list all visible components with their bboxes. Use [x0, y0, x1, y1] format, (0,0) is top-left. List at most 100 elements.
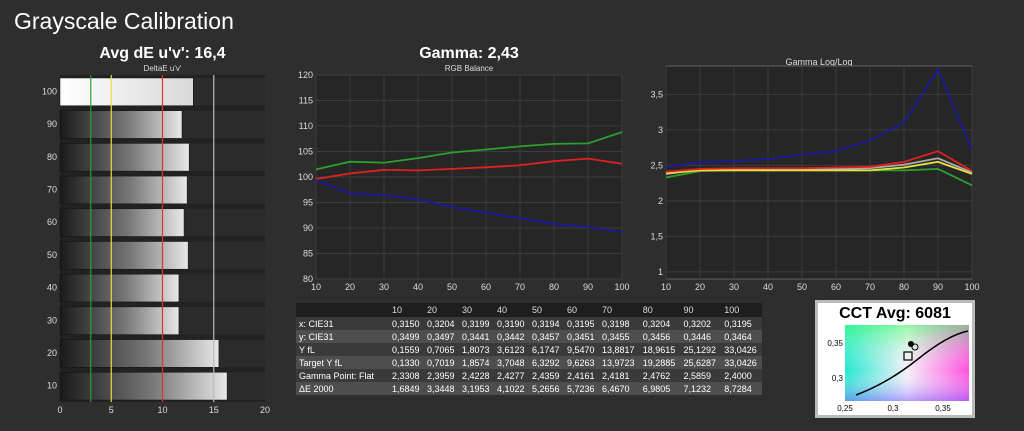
measurement-table: 10 20 30 40 50 60 70 80 90 100 x: CIE31 0,3150 0,32…: [296, 303, 762, 395]
table-header-cell: 70: [599, 303, 640, 317]
table-cell: 7,1232: [680, 382, 722, 395]
y-tick-label: 110: [299, 121, 313, 131]
table-cell: 0,3497: [424, 330, 459, 343]
table-header-cell: 60: [564, 303, 599, 317]
bar: [59, 372, 228, 401]
x-tick-label: 90: [583, 282, 593, 292]
table-cell: 0,1330: [389, 356, 424, 369]
bar: [59, 339, 220, 368]
table-cell: 0,3150: [389, 317, 424, 330]
cie-gradient-overlay: [845, 325, 969, 401]
table-cell: 2,5859: [680, 369, 722, 382]
table-cell: 2,4762: [639, 369, 681, 382]
table-cell: 0,3190: [494, 317, 529, 330]
bar: [59, 208, 185, 237]
table-cell: 4,1022: [494, 382, 529, 395]
x-tick-label: 20: [345, 282, 355, 292]
table-row: ΔE 2000 1,6849 3,3448 3,1953 4,1022 5,2656 5,7…: [296, 382, 762, 395]
table-cell: 0,3464: [721, 330, 762, 343]
table-cell: 13,8817: [599, 343, 640, 356]
table-cell: y: CIE31: [296, 330, 389, 343]
series-line: [665, 160, 973, 175]
table-cell: 5,2656: [529, 382, 564, 395]
y-tick-label: 90: [47, 119, 57, 129]
table-header-cell: [296, 303, 389, 317]
table-cell: 1,8574: [459, 356, 494, 369]
series-line: [665, 150, 973, 173]
table-header-row: 10 20 30 40 50 60 70 80 90 100: [296, 303, 762, 317]
cie-x-tick: 0,35: [935, 404, 951, 413]
table-cell: 2,4181: [599, 369, 640, 382]
x-tick-label: 100: [614, 282, 629, 292]
y-tick-label: 120: [298, 70, 313, 80]
table-cell: 2,4000: [721, 369, 762, 382]
table-cell: 0,3441: [459, 330, 494, 343]
x-tick-label: 60: [481, 282, 491, 292]
table-cell: 8,7284: [721, 382, 762, 395]
table-cell: 1,6849: [389, 382, 424, 395]
y-tick-label: 20: [47, 348, 57, 358]
table-cell: 33,0426: [721, 356, 762, 369]
series-line: [665, 67, 973, 168]
table-cell: Gamma Point: Flat: [296, 369, 389, 382]
table-cell: 9,6263: [564, 356, 599, 369]
table-header-cell: 40: [494, 303, 529, 317]
table-cell: 2,4359: [529, 369, 564, 382]
y-tick-label: 30: [47, 315, 57, 325]
table-row: y: CIE31 0,3499 0,3497 0,3441 0,3442 0,3457 0,…: [296, 330, 762, 343]
table-cell: 0,3456: [639, 330, 681, 343]
table-cell: 2,4161: [564, 369, 599, 382]
y-tick-label: 85: [303, 249, 313, 259]
gamma-loglog-plot-area: [665, 65, 973, 280]
table-header-cell: 90: [680, 303, 722, 317]
y-tick-label: 80: [47, 152, 57, 162]
table-cell: 1,8073: [459, 343, 494, 356]
table-cell: 0,3195: [564, 317, 599, 330]
bar: [59, 110, 183, 139]
y-tick-label: 1: [658, 267, 663, 277]
cct-title: CCT Avg: 6081: [839, 305, 951, 322]
table-cell: 0,3451: [564, 330, 599, 343]
y-tick-label: 40: [47, 283, 57, 293]
y-tick-label: 1,5: [650, 231, 663, 241]
y-tick-label: 100: [42, 86, 57, 96]
table-row: Gamma Point: Flat 2,3308 2,3959 2,4228 2,427…: [296, 369, 762, 382]
planckian-locus: [855, 330, 969, 396]
bar: [59, 273, 180, 303]
y-tick-label: 2,5: [650, 160, 663, 170]
table-cell: 6,1747: [529, 343, 564, 356]
table-cell: 0,3442: [494, 330, 529, 343]
x-tick-label: 40: [413, 282, 423, 292]
x-tick-label: 90: [933, 282, 943, 292]
y-tick-label: 3,5: [650, 89, 663, 99]
cie-y-tick: 0,35: [827, 339, 843, 348]
table-cell: 33,0426: [721, 343, 762, 356]
y-tick-label: 2: [658, 196, 663, 206]
x-tick-label: 10: [157, 405, 167, 415]
table-cell: 0,7065: [424, 343, 459, 356]
x-tick-label: 10: [661, 282, 671, 292]
bar: [59, 306, 180, 335]
table-cell: 25,1292: [680, 343, 722, 356]
table-cell: 3,7048: [494, 356, 529, 369]
y-tick-label: 95: [303, 198, 313, 208]
y-tick-label: 105: [298, 147, 313, 157]
y-tick-label: 115: [299, 96, 313, 106]
table-row: Target Y fL 0,1330 0,7019 1,8574 3,7048 6,329…: [296, 356, 762, 369]
table-cell: 9,5470: [564, 343, 599, 356]
table-cell: Target Y fL: [296, 356, 389, 369]
series-line: [315, 157, 623, 180]
table-cell: 5,7236: [564, 382, 599, 395]
cie-y-tick: 0,3: [832, 374, 844, 383]
table-header-cell: 20: [424, 303, 459, 317]
table-cell: Y fL: [296, 343, 389, 356]
table-cell: 0,3194: [529, 317, 564, 330]
x-tick-label: 100: [964, 282, 979, 292]
table-cell: 2,4228: [459, 369, 494, 382]
x-tick-label: 30: [729, 282, 739, 292]
y-tick-label: 10: [47, 381, 57, 391]
table-header-cell: 30: [459, 303, 494, 317]
table-header-cell: 10: [389, 303, 424, 317]
x-tick-label: 60: [831, 282, 841, 292]
